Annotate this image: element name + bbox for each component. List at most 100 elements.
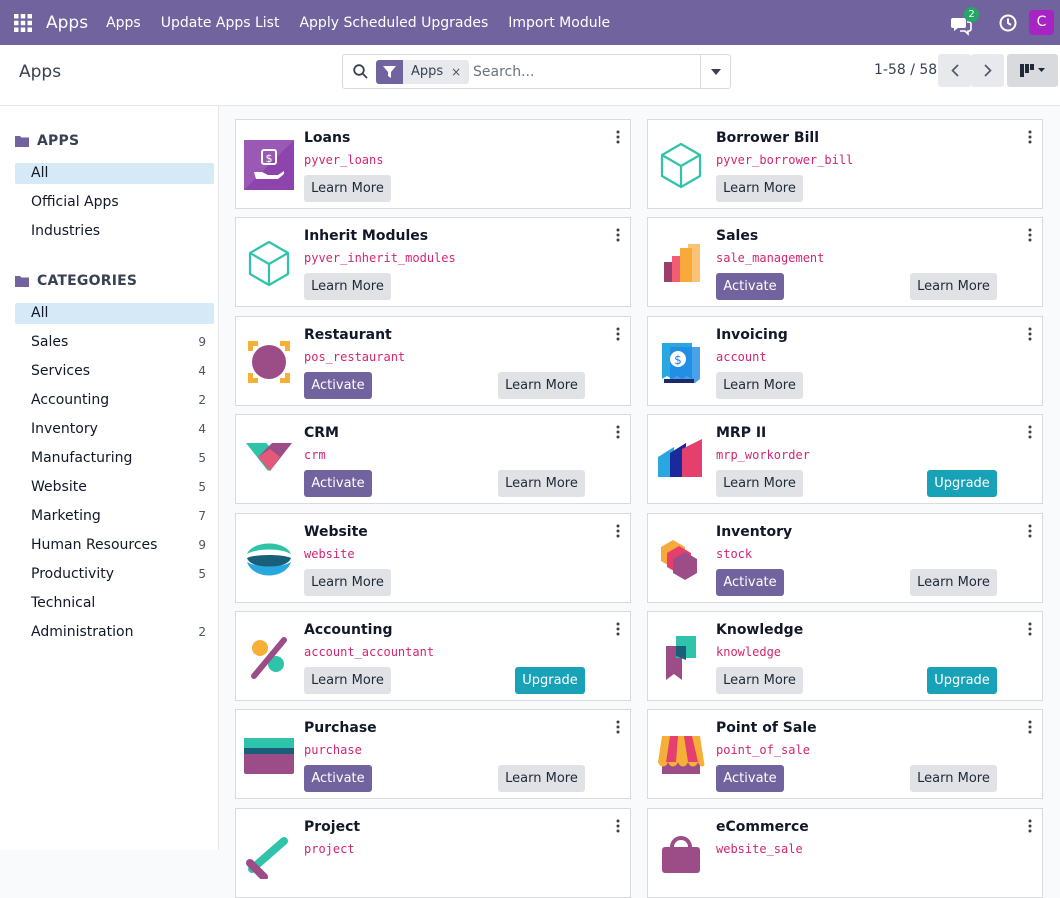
kanban-view-switch[interactable] [1007, 54, 1058, 87]
filter-apps-industries[interactable]: Industries [15, 221, 214, 242]
learn-button[interactable]: Learn More [910, 569, 997, 596]
search-box[interactable]: Apps × [342, 54, 731, 89]
activate-button[interactable]: Activate [716, 273, 784, 300]
category-item[interactable]: Website 5 [15, 477, 214, 498]
category-count: 4 [198, 422, 206, 436]
learn-button[interactable]: Learn More [716, 175, 803, 202]
app-card[interactable]: Inherit Modules pyver_inherit_modules Lear… [235, 217, 631, 307]
app-card[interactable]: Purchase purchase Activate Learn More [235, 709, 631, 799]
category-item[interactable]: Marketing 7 [15, 506, 214, 527]
app-card[interactable]: Accounting account_accountant Learn More Up… [235, 611, 631, 701]
category-item[interactable]: Inventory 4 [15, 419, 214, 440]
category-item[interactable]: Technical [15, 593, 214, 614]
search-icon[interactable] [353, 64, 368, 83]
app-card[interactable]: Restaurant pos_restaurant Activate Learn Mo… [235, 316, 631, 406]
category-item[interactable]: Services 4 [15, 361, 214, 382]
app-card[interactable]: Inventory stock Activate Learn More [647, 513, 1043, 603]
activate-button[interactable]: Activate [304, 470, 372, 497]
kebab-menu-icon[interactable] [614, 523, 622, 538]
activate-button[interactable]: Activate [304, 372, 372, 399]
app-card[interactable]: $ Loans pyver_loans Learn More [235, 119, 631, 209]
category-item[interactable]: Sales 9 [15, 332, 214, 353]
knowledge-icon [656, 632, 706, 682]
kebab-menu-icon[interactable] [1026, 129, 1034, 144]
kebab-menu-icon[interactable] [1026, 621, 1034, 636]
app-technical-name: knowledge [716, 645, 782, 659]
app-title: Accounting [304, 622, 393, 638]
app-card[interactable]: Sales sale_management Activate Learn More [647, 217, 1043, 307]
menu-import-module[interactable]: Import Module [508, 14, 611, 31]
learn-button[interactable]: Learn More [716, 372, 803, 399]
category-item[interactable]: Productivity 5 [15, 564, 214, 585]
kebab-menu-icon[interactable] [614, 621, 622, 636]
search-options-toggle[interactable] [700, 55, 730, 88]
kebab-menu-icon[interactable] [614, 818, 622, 833]
menu-apps[interactable]: Apps [106, 14, 141, 31]
crm-icon [244, 435, 294, 485]
app-card[interactable]: $ Invoicing account Learn More [647, 316, 1043, 406]
app-title: CRM [304, 425, 339, 441]
learn-button[interactable]: Learn More [910, 273, 997, 300]
filter-apps-all[interactable]: All [15, 163, 214, 184]
kebab-menu-icon[interactable] [1026, 719, 1034, 734]
kebab-menu-icon[interactable] [1026, 227, 1034, 242]
nav-brand[interactable]: Apps [46, 12, 89, 33]
category-item[interactable]: All [15, 303, 214, 324]
learn-button[interactable]: Learn More [716, 667, 803, 694]
activate-button[interactable]: Activate [304, 765, 372, 792]
app-card[interactable]: Project project [235, 808, 631, 898]
facet-remove-icon[interactable]: × [451, 65, 462, 79]
app-title: eCommerce [716, 819, 809, 835]
category-item[interactable]: Human Resources 9 [15, 535, 214, 556]
category-item[interactable]: Manufacturing 5 [15, 448, 214, 469]
category-label: Technical [31, 595, 96, 611]
app-title: Website [304, 524, 368, 540]
kebab-menu-icon[interactable] [1026, 326, 1034, 341]
filter-apps-official[interactable]: Official Apps [15, 192, 214, 213]
learn-button[interactable]: Learn More [304, 667, 391, 694]
menu-apply-scheduled-upgrades[interactable]: Apply Scheduled Upgrades [299, 14, 489, 31]
learn-button[interactable]: Learn More [716, 470, 803, 497]
pager-value[interactable]: 1-58 / 58 [874, 62, 938, 78]
app-technical-name: crm [304, 448, 326, 462]
learn-button[interactable]: Learn More [498, 470, 585, 497]
kebab-menu-icon[interactable] [1026, 424, 1034, 439]
kebab-menu-icon[interactable] [614, 424, 622, 439]
app-card[interactable]: MRP II mrp_workorder Learn More Upgrade [647, 414, 1043, 504]
pager-previous-button[interactable] [938, 54, 971, 87]
clock-icon[interactable] [995, 10, 1021, 36]
app-card[interactable]: eCommerce website_sale [647, 808, 1043, 898]
learn-button[interactable]: Learn More [304, 175, 391, 202]
pager-next-button[interactable] [971, 54, 1004, 87]
kebab-menu-icon[interactable] [614, 129, 622, 144]
chat-icon[interactable]: 2 [951, 6, 979, 36]
category-item[interactable]: Administration 2 [15, 622, 214, 643]
sales-icon [656, 238, 706, 288]
learn-button[interactable]: Learn More [304, 273, 391, 300]
apps-grid-icon[interactable] [0, 0, 46, 45]
menu-update-apps-list[interactable]: Update Apps List [160, 14, 280, 31]
app-card[interactable]: Knowledge knowledge Learn More Upgrade [647, 611, 1043, 701]
app-card[interactable]: Borrower Bill pyver_borrower_bill Learn Mo… [647, 119, 1043, 209]
category-item[interactable]: Accounting 2 [15, 390, 214, 411]
upgrade-button[interactable]: Upgrade [927, 667, 997, 694]
app-card[interactable]: CRM crm Activate Learn More [235, 414, 631, 504]
kebab-menu-icon[interactable] [1026, 523, 1034, 538]
upgrade-button[interactable]: Upgrade [927, 470, 997, 497]
kebab-menu-icon[interactable] [614, 719, 622, 734]
learn-button[interactable]: Learn More [304, 569, 391, 596]
activate-button[interactable]: Activate [716, 765, 784, 792]
search-input[interactable] [473, 60, 698, 84]
user-avatar[interactable]: C [1029, 10, 1054, 35]
learn-button[interactable]: Learn More [910, 765, 997, 792]
learn-button[interactable]: Learn More [498, 372, 585, 399]
upgrade-button[interactable]: Upgrade [515, 667, 585, 694]
app-card[interactable]: Point of Sale point_of_sale Activate Learn … [647, 709, 1043, 799]
activate-button[interactable]: Activate [716, 569, 784, 596]
loans-icon: $ [244, 140, 294, 190]
kebab-menu-icon[interactable] [1026, 818, 1034, 833]
kebab-menu-icon[interactable] [614, 326, 622, 341]
learn-button[interactable]: Learn More [498, 765, 585, 792]
kebab-menu-icon[interactable] [614, 227, 622, 242]
app-card[interactable]: Website website Learn More [235, 513, 631, 603]
